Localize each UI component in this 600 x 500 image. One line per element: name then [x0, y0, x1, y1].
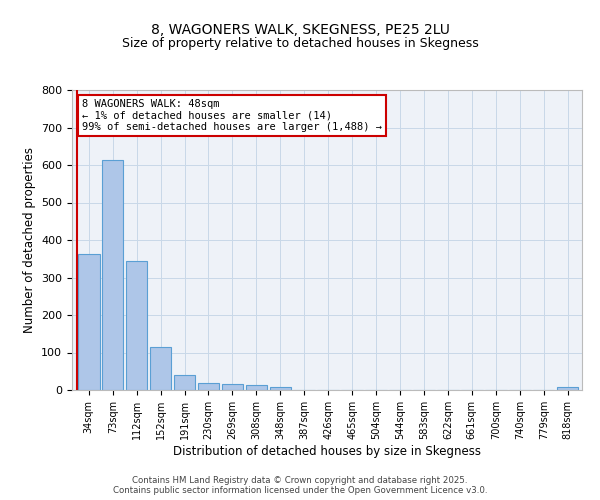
- Bar: [150, 346, 172, 390]
- Bar: [557, 388, 578, 390]
- Text: 8, WAGONERS WALK, SKEGNESS, PE25 2LU: 8, WAGONERS WALK, SKEGNESS, PE25 2LU: [151, 22, 449, 36]
- Bar: [174, 375, 196, 390]
- Bar: [126, 261, 148, 390]
- Text: 8 WAGONERS WALK: 48sqm
← 1% of detached houses are smaller (14)
99% of semi-deta: 8 WAGONERS WALK: 48sqm ← 1% of detached …: [82, 99, 382, 132]
- Text: Contains HM Land Registry data © Crown copyright and database right 2025.
Contai: Contains HM Land Registry data © Crown c…: [113, 476, 487, 495]
- X-axis label: Distribution of detached houses by size in Skegness: Distribution of detached houses by size …: [173, 444, 481, 458]
- Text: Size of property relative to detached houses in Skegness: Size of property relative to detached ho…: [122, 38, 478, 51]
- Bar: [102, 160, 124, 390]
- Bar: [78, 254, 100, 390]
- Bar: [198, 382, 219, 390]
- Bar: [269, 388, 291, 390]
- Y-axis label: Number of detached properties: Number of detached properties: [23, 147, 35, 333]
- Bar: [221, 384, 243, 390]
- Bar: [245, 385, 267, 390]
